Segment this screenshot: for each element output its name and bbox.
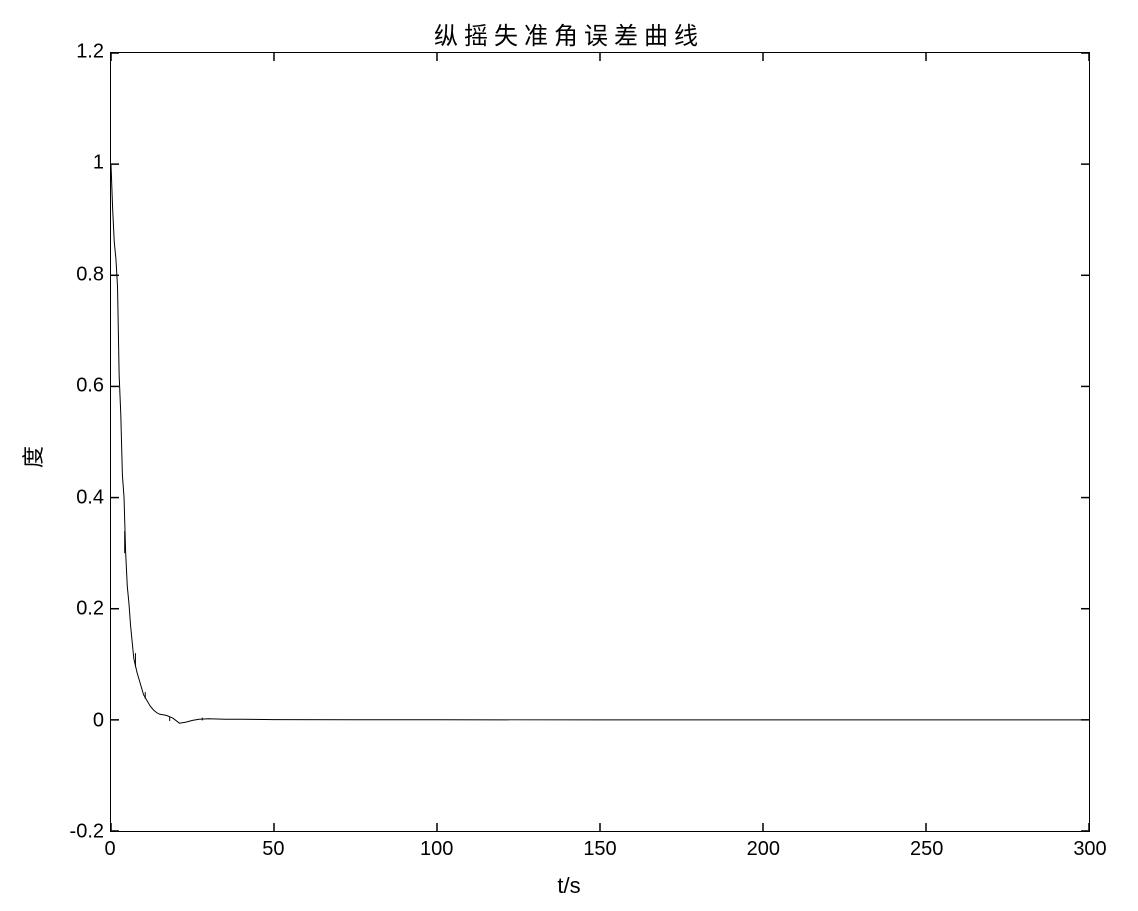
y-tick-label: 1.2 xyxy=(44,41,104,64)
x-tick-label: 0 xyxy=(104,838,115,861)
y-axis-label: 度 xyxy=(16,443,48,467)
y-tick-label: 0 xyxy=(44,709,104,732)
x-tick-label: 100 xyxy=(420,838,453,861)
y-tick-label: 0.8 xyxy=(44,263,104,286)
y-tick-label: 0.2 xyxy=(44,598,104,621)
plot-area xyxy=(110,52,1090,832)
x-tick-label: 150 xyxy=(583,838,616,861)
x-tick-label: 200 xyxy=(747,838,780,861)
y-tick-label: 1 xyxy=(44,152,104,175)
y-tick-label: 0.4 xyxy=(44,486,104,509)
chart-title: 纵摇失准角误差曲线 xyxy=(0,16,1138,51)
tick-marks xyxy=(111,53,1089,831)
chart-svg xyxy=(111,53,1089,831)
x-tick-label: 50 xyxy=(262,838,284,861)
data-series xyxy=(111,164,1089,723)
y-tick-label: 0.6 xyxy=(44,375,104,398)
x-tick-label: 300 xyxy=(1073,838,1106,861)
x-axis-label: t/s xyxy=(0,873,1138,899)
y-tick-label: -0.2 xyxy=(44,821,104,844)
series-line xyxy=(111,164,1089,723)
x-tick-label: 250 xyxy=(910,838,943,861)
chart-container: 纵摇失准角误差曲线 度 t/s -0.200.20.40.60.811.2 05… xyxy=(0,0,1138,911)
